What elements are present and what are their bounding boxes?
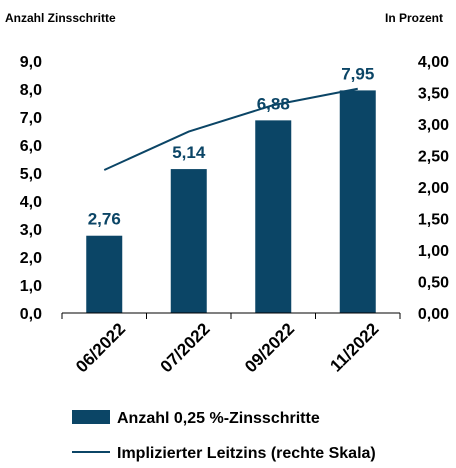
legend-line-label: Implizierter Leitzins (rechte Skala) <box>117 445 376 462</box>
right-tick-label: 1,00 <box>418 243 449 260</box>
left-tick-label: 3,0 <box>20 222 42 239</box>
bar <box>170 169 207 313</box>
data-labels: 2,76 5,14 6,88 7,95 <box>88 64 375 228</box>
left-tick-label: 9,0 <box>20 54 42 71</box>
legend-bar-label: Anzahl 0,25 %-Zinsschritte <box>117 410 320 427</box>
data-label: 5,14 <box>172 143 206 162</box>
x-tick-label: 11/2022 <box>326 319 382 375</box>
left-tick-label: 4,0 <box>20 194 42 211</box>
x-axis-ticks: 06/2022 07/2022 09/2022 11/2022 <box>61 313 401 376</box>
legend-bar-swatch <box>72 410 110 424</box>
legend: Anzahl 0,25 %-Zinsschritte Implizierter … <box>72 410 376 462</box>
right-tick-label: 0,50 <box>418 275 449 292</box>
right-tick-label: 2,50 <box>418 149 449 166</box>
x-tick-label: 07/2022 <box>157 319 214 376</box>
line-path <box>103 87 358 171</box>
right-tick-label: 3,00 <box>418 117 449 134</box>
data-label: 2,76 <box>88 210 121 229</box>
left-axis-ticks: 0,0 1,0 2,0 3,0 4,0 5,0 6,0 7,0 8,0 9,0 <box>20 54 42 323</box>
x-tick-label: 09/2022 <box>241 319 298 376</box>
left-axis-title: Anzahl Zinsschritte <box>5 11 116 25</box>
bar <box>339 90 376 314</box>
data-label: 6,88 <box>257 94 290 113</box>
line-series <box>103 87 358 171</box>
bar-series <box>86 90 376 314</box>
right-tick-label: 4,00 <box>418 54 449 71</box>
right-axis-ticks: 0,00 0,50 1,00 1,50 2,00 2,50 3,00 3,50 4,00 <box>418 54 449 323</box>
left-tick-label: 8,0 <box>20 82 42 99</box>
left-tick-label: 0,0 <box>20 306 42 323</box>
right-tick-label: 0,00 <box>418 306 449 323</box>
right-tick-label: 2,00 <box>418 180 449 197</box>
bar <box>86 235 123 313</box>
left-tick-label: 6,0 <box>20 138 42 155</box>
left-tick-label: 2,0 <box>20 250 42 267</box>
left-tick-label: 5,0 <box>20 166 42 183</box>
data-label: 7,95 <box>341 64 374 83</box>
left-tick-label: 1,0 <box>20 278 42 295</box>
bar <box>255 120 292 313</box>
left-tick-label: 7,0 <box>20 110 42 127</box>
x-tick-label: 06/2022 <box>72 319 129 376</box>
right-axis-title: In Prozent <box>385 11 443 25</box>
right-tick-label: 3,50 <box>418 86 449 103</box>
right-tick-label: 1,50 <box>418 212 449 229</box>
